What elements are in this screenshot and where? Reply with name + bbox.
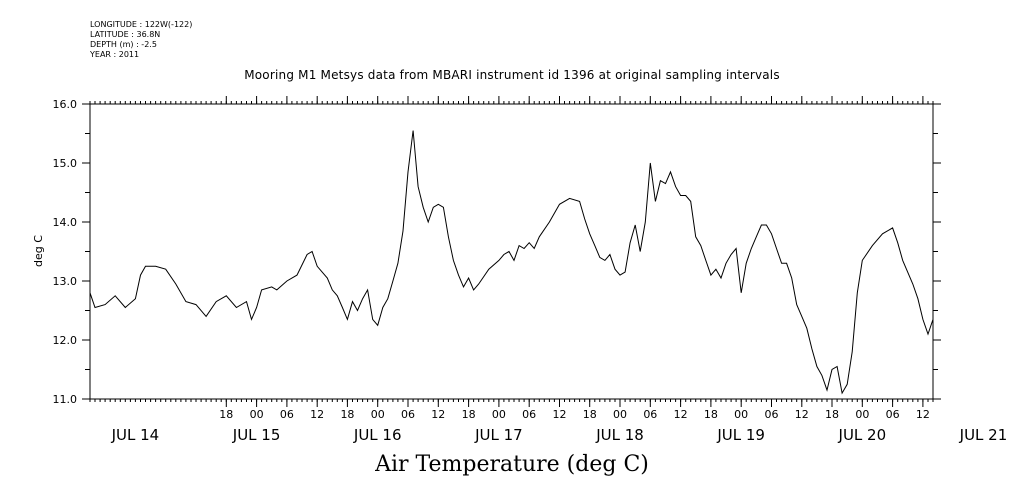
x-tick-marks (225, 96, 924, 407)
x-tick-label: 12 (552, 408, 566, 421)
y-tick-label: 12.0 (53, 334, 78, 347)
x-tick-label: 12 (916, 408, 930, 421)
x-tick-label: 12 (431, 408, 445, 421)
x-axis: 18 00 06 12 18 00 06 12 18 00 06 12 18 00 06 12 18 00 06 12… (111, 96, 1008, 444)
x-tick-label: 00 (250, 408, 264, 421)
x-tick-label: 00 (855, 408, 869, 421)
x-tick-label: 06 (522, 408, 536, 421)
x-tick-label: 18 (340, 408, 354, 421)
y-axis-label: deg C (32, 235, 45, 267)
minor-ticks (89, 101, 934, 402)
x-tick-label: 12 (310, 408, 324, 421)
x-tick-label: 18 (219, 408, 233, 421)
x-day-label: JUL 15 (232, 426, 281, 444)
x-tick-label: 06 (886, 408, 900, 421)
y-tick-label: 15.0 (53, 157, 78, 170)
x-tick-label: 12 (795, 408, 809, 421)
x-tick-label: 00 (734, 408, 748, 421)
x-tick-label: 18 (704, 408, 718, 421)
x-tick-label: 06 (280, 408, 294, 421)
x-tick-label: 00 (613, 408, 627, 421)
y-tick-marks (82, 103, 941, 400)
x-day-label: JUL 17 (474, 426, 523, 444)
x-day-label: JUL 16 (353, 426, 402, 444)
x-day-label: JUL 20 (838, 426, 887, 444)
y-tick-label: 14.0 (53, 216, 78, 229)
x-tick-label: 06 (643, 408, 657, 421)
plot-frame (89, 103, 934, 400)
x-day-label: JUL 21 (959, 426, 1008, 444)
longitude-label: LONGITUDE : 122W(-122) (90, 20, 193, 29)
y-tick-label: 16.0 (53, 98, 78, 111)
x-tick-label: 18 (583, 408, 597, 421)
x-tick-label: 06 (401, 408, 415, 421)
x-tick-label: 18 (462, 408, 476, 421)
y-tick-label: 13.0 (53, 275, 78, 288)
x-day-label: JUL 19 (716, 426, 765, 444)
x-tick-label: 06 (764, 408, 778, 421)
x-axis-title: Air Temperature (deg C) (375, 452, 649, 477)
series-line (89, 130, 934, 395)
x-tick-label: 18 (825, 408, 839, 421)
x-day-label: JUL 14 (111, 426, 160, 444)
x-tick-label: 00 (492, 408, 506, 421)
year-label: YEAR : 2011 (90, 50, 140, 59)
x-tick-label: 12 (674, 408, 688, 421)
metadata-block: LONGITUDE : 122W(-122) LATITUDE : 36.8N … (90, 20, 192, 60)
latitude-label: LATITUDE : 36.8N (90, 30, 161, 39)
minor-tick-marks (89, 101, 934, 402)
x-day-label: JUL 18 (595, 426, 644, 444)
chart-title: Mooring M1 Metsys data from MBARI instru… (244, 68, 780, 82)
x-tick-label: 00 (371, 408, 385, 421)
y-axis: 11.0 12.0 13.0 14.0 15.0 16.0 (53, 98, 941, 406)
y-tick-label: 11.0 (53, 393, 78, 406)
depth-label: DEPTH (m) : -2.5 (90, 40, 157, 49)
